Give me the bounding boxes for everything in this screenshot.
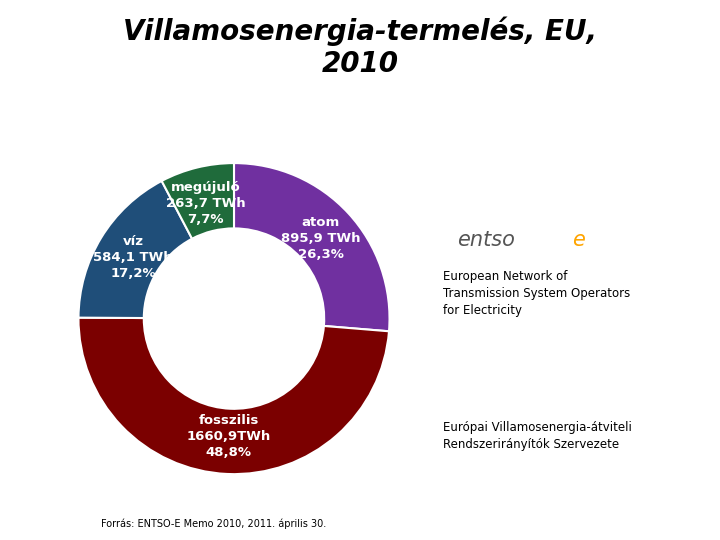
Wedge shape [78,318,389,474]
Wedge shape [78,181,192,318]
Text: Európai Villamosenergia-átviteli
Rendszerirányítók Szervezete: Európai Villamosenergia-átviteli Rendsze… [443,421,631,451]
Text: e: e [572,230,585,249]
Text: entso: entso [457,230,515,249]
Text: megújuló
263,7 TWh
7,7%: megújuló 263,7 TWh 7,7% [166,181,246,226]
Wedge shape [234,163,390,331]
Text: Forrás: ENTSO-E Memo 2010, 2011. április 30.: Forrás: ENTSO-E Memo 2010, 2011. április… [101,519,326,529]
Wedge shape [162,163,234,239]
Text: Villamosenergia-termelés, EU,
2010: Villamosenergia-termelés, EU, 2010 [123,16,597,78]
Text: European Network of
Transmission System Operators
for Electricity: European Network of Transmission System … [443,270,630,317]
Text: víz
584,1 TWh
17,2%: víz 584,1 TWh 17,2% [93,235,173,280]
Text: fosszilis
1660,9TWh
48,8%: fosszilis 1660,9TWh 48,8% [186,414,271,459]
Text: atom
895,9 TWh
26,3%: atom 895,9 TWh 26,3% [282,216,361,261]
